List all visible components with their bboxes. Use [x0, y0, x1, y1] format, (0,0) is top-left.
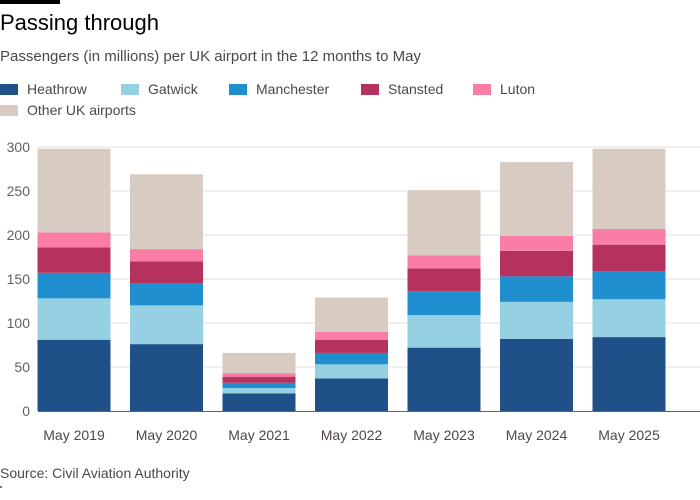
bar-segment-gatwick [315, 364, 388, 379]
bar-stack [592, 148, 666, 411]
bar-segment-other-uk-airports [37, 148, 111, 233]
bar-segment-other-uk-airports [130, 174, 203, 250]
x-axis-tick-labels: May 2019 May 2020 May 2021 May 2022 May 2023… [43, 427, 660, 443]
chart-title: Passing through [0, 10, 159, 35]
legend-item-other-uk-airports: Other UK airports [0, 100, 136, 120]
chart-subtitle: Passengers (in millions) per UK airport … [0, 48, 422, 65]
y-tick-label: 150 [7, 271, 31, 287]
x-tick-label: May 2024 [506, 427, 568, 443]
y-tick-label: 300 [7, 139, 31, 155]
bar-stack [407, 190, 481, 411]
x-tick-label: May 2023 [413, 427, 475, 443]
bar-segment-stansted [222, 376, 296, 383]
bar-segment-gatwick [407, 315, 481, 348]
bar-segment-gatwick [222, 388, 296, 394]
bar-segment-stansted [500, 250, 573, 277]
legend-swatch-other-uk-airports [0, 104, 18, 116]
bar-segment-luton [315, 331, 388, 340]
legend-swatch-heathrow [0, 83, 18, 95]
x-tick-label: May 2020 [136, 427, 198, 443]
bar-segment-gatwick [500, 301, 573, 339]
bar-segment-other-uk-airports [500, 161, 573, 236]
y-tick-label: 0 [22, 403, 30, 419]
bar-segment-manchester [407, 291, 481, 316]
legend-label-stansted: Stansted [388, 81, 444, 97]
bar-segment-other-uk-airports [592, 148, 666, 229]
bar-segment-manchester [315, 352, 388, 365]
legend-label-gatwick: Gatwick [148, 81, 198, 97]
bar-segment-luton [407, 255, 481, 269]
bar-segment-other-uk-airports [222, 352, 296, 374]
legend-label-heathrow: Heathrow [27, 81, 87, 97]
legend-swatch-stansted [361, 83, 379, 95]
bar-segment-stansted [592, 244, 666, 272]
bar-stack [222, 352, 296, 411]
x-tick-label: May 2022 [321, 427, 383, 443]
bar-segment-heathrow [592, 337, 666, 411]
bar-segment-stansted [130, 261, 203, 284]
legend-item-gatwick: Gatwick [121, 79, 198, 99]
bar-segment-luton [222, 373, 296, 377]
footer-mark [0, 486, 2, 488]
bar-stack [315, 297, 388, 411]
y-tick-label: 250 [7, 183, 31, 199]
bar-segment-luton [500, 235, 573, 251]
bar-segment-manchester [222, 382, 296, 389]
bar-segment-heathrow [37, 339, 111, 411]
bar-segment-heathrow [315, 378, 388, 411]
y-tick-label: 200 [7, 227, 31, 243]
bar-stack [500, 161, 573, 411]
y-tick-label: 100 [7, 315, 31, 331]
legend-swatch-gatwick [121, 83, 139, 95]
legend-label-luton: Luton [500, 81, 536, 97]
bar-stack [37, 148, 111, 411]
bar-segment-manchester [130, 283, 203, 306]
bar-segment-gatwick [37, 298, 111, 340]
bar-segment-luton [37, 232, 111, 248]
y-tick-label: 50 [14, 359, 30, 375]
bar-segment-manchester [500, 276, 573, 302]
bar-segment-heathrow [500, 338, 573, 411]
legend-item-heathrow: Heathrow [0, 79, 87, 99]
source-note: Source: Civil Aviation Authority [0, 465, 190, 481]
bar-segment-heathrow [222, 393, 296, 411]
bar-segment-stansted [315, 339, 388, 353]
bar-segment-stansted [37, 247, 111, 273]
x-tick-label: May 2021 [228, 427, 290, 443]
bar-segment-other-uk-airports [315, 297, 388, 332]
top-rule [0, 0, 60, 4]
bar-segment-stansted [407, 268, 481, 292]
bar-segment-manchester [592, 271, 666, 300]
bar-segment-luton [130, 249, 203, 262]
legend: Heathrow Gatwick Manchester Stansted Lut… [0, 79, 600, 123]
legend-swatch-luton [473, 83, 491, 95]
legend-item-luton: Luton [473, 79, 535, 99]
x-tick-label: May 2019 [43, 427, 105, 443]
bar-segment-manchester [37, 272, 111, 299]
y-axis-tick-labels: 0 50 100 150 200 250 300 [7, 139, 31, 419]
bar-segment-luton [592, 228, 666, 245]
legend-label-other-uk-airports: Other UK airports [27, 102, 136, 118]
bar-stack [130, 174, 203, 411]
bar-segment-heathrow [407, 347, 481, 411]
bar-segment-gatwick [130, 305, 203, 345]
legend-swatch-manchester [229, 83, 247, 95]
legend-item-manchester: Manchester [229, 79, 329, 99]
bars [37, 148, 666, 411]
x-tick-label: May 2025 [598, 427, 660, 443]
bar-segment-gatwick [592, 299, 666, 338]
legend-label-manchester: Manchester [256, 81, 330, 97]
bar-segment-other-uk-airports [407, 190, 481, 256]
legend-item-stansted: Stansted [361, 79, 443, 99]
bar-segment-heathrow [130, 344, 203, 411]
